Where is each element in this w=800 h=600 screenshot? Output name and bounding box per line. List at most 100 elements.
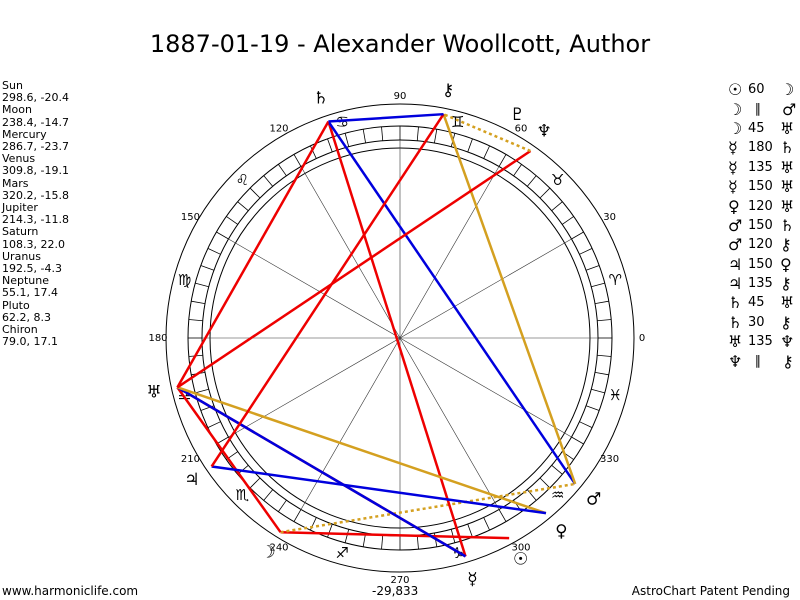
zodiac-sign-icon: ♒ (551, 486, 564, 504)
aspect-planet-1-glyph: ♀ (728, 196, 740, 216)
aspect-angle: 135 (748, 334, 773, 350)
degree-tick (551, 464, 563, 475)
sign-spoke (399, 238, 572, 339)
sign-spoke (399, 166, 500, 339)
degree-tick (263, 175, 274, 187)
degree-tick (200, 265, 215, 271)
degree-tick (344, 529, 350, 543)
planet-coordinates: 309.8, -19.1 (2, 164, 69, 178)
planet-name: Moon (2, 103, 32, 117)
planet-name: Uranus (2, 249, 41, 263)
zodiac-sign-icon: ♋ (336, 113, 349, 131)
planet-coordinates: 55.1, 17.4 (2, 286, 58, 300)
aspect-row: ♃ 135 ⚷ (728, 274, 796, 293)
aspect-planet-1-glyph: ☉ (728, 80, 743, 100)
website-link[interactable]: www.harmoniclife.com (2, 584, 139, 598)
planet-glyph-icon: ♂ (586, 489, 601, 509)
degree-label: 210 (181, 454, 200, 465)
planet-glyph-icon: ♇ (510, 105, 525, 125)
aspect-angle: 45 (748, 120, 765, 136)
aspect-angle: 120 (748, 237, 773, 253)
aspect-line (176, 120, 330, 388)
degree-tick (591, 388, 605, 394)
aspect-planet-2-glyph: ♆ (780, 332, 795, 352)
aspect-planet-2-glyph: ♅ (780, 177, 795, 197)
outer-ring (165, 103, 635, 573)
degree-tick (188, 319, 203, 322)
planet-glyph-icon: ♅ (146, 383, 161, 403)
aspect-angle: 150 (748, 179, 773, 195)
degree-tick (327, 523, 333, 538)
aspect-angle: ∥ (754, 353, 762, 369)
degree-tick (226, 216, 239, 225)
aspect-angle: 135 (748, 159, 773, 175)
aspect-angle: 180 (748, 140, 773, 156)
zodiac-sign-icon: ♓ (609, 386, 622, 404)
aspect-line (280, 530, 510, 540)
planet-glyph-icon: ⚷ (442, 81, 454, 101)
degree-tick (579, 421, 593, 428)
degree-tick (483, 517, 490, 531)
aspect-planet-2-glyph: ♄ (780, 215, 795, 235)
aspect-angle: ∥ (754, 101, 762, 117)
aspect-planet-1-glyph: ♃ (728, 274, 743, 294)
degree-tick (327, 138, 333, 153)
aspect-planet-2-glyph: ⚷ (780, 274, 792, 294)
planet-name: Venus (2, 152, 36, 166)
degree-label: 300 (511, 543, 530, 554)
aspect-planet-2-glyph: ♅ (780, 293, 795, 313)
zodiac-sign-icon: ♍ (178, 271, 191, 289)
aspect-planet-2-glyph: ♅ (780, 196, 795, 216)
planet-name: Neptune (2, 274, 50, 288)
degree-tick (381, 535, 384, 550)
aspect-planet-1-glyph: ♂ (728, 215, 743, 235)
aspect-line (177, 386, 547, 515)
planet-coordinates: 79.0, 17.1 (2, 335, 58, 349)
degree-tick (195, 388, 209, 394)
aspect-planet-1-glyph: ♂ (728, 235, 743, 255)
planet-glyph-icon: ♆ (537, 121, 552, 141)
aspect-line (176, 386, 467, 558)
degree-tick (597, 319, 612, 322)
degree-tick (526, 489, 537, 501)
zodiac-sign-icon: ♉ (551, 171, 564, 189)
aspect-line (442, 113, 577, 485)
degree-tick (467, 138, 473, 153)
aspect-planet-2-glyph: ☽ (780, 80, 795, 100)
aspect-planet-2-glyph: ⚷ (780, 235, 792, 255)
aspect-planet-2-glyph: ♀ (780, 254, 792, 274)
aspect-planet-2-glyph: ⚷ (780, 312, 792, 332)
degree-label: 30 (603, 212, 616, 223)
degree-tick (216, 231, 229, 240)
degree-tick (539, 477, 551, 489)
planet-glyph-icon: ♃ (184, 470, 199, 490)
degree-tick (293, 154, 302, 167)
aspect-row: ♂ 120 ⚷ (728, 235, 796, 254)
aspect-angle: 45 (748, 295, 765, 311)
degree-tick (249, 187, 261, 199)
planet-glyph-icon: ☉ (513, 549, 528, 569)
sign-spoke (300, 166, 401, 339)
zodiac-sign-icon: ♈ (609, 271, 622, 289)
planet-name: Jupiter (2, 201, 38, 215)
degree-tick (585, 265, 600, 271)
planet-glyph-icon: ☽ (260, 543, 275, 563)
aspect-planet-1-glyph: ☿ (728, 157, 738, 177)
degree-tick (278, 164, 287, 177)
aspect-angle: 30 (748, 314, 765, 330)
degree-tick (571, 436, 584, 445)
aspect-row: ♄ 30 ⚷ (728, 313, 796, 332)
degree-tick (513, 164, 522, 177)
degree-tick (249, 477, 261, 489)
aspect-planet-1-glyph: ☽ (728, 99, 743, 119)
aspect-row: ♀ 120 ♅ (728, 196, 796, 216)
degree-tick (310, 145, 317, 159)
aspect-row: ♆ ∥ ⚷ (728, 351, 796, 371)
degree-tick (416, 126, 419, 141)
zodiac-sign-icon: ♊ (451, 113, 464, 131)
degree-tick (539, 187, 551, 199)
planet-coordinates: 214.3, -11.8 (2, 213, 69, 227)
degree-tick (416, 535, 419, 550)
planet-coordinates: 192.5, -4.3 (2, 262, 62, 276)
